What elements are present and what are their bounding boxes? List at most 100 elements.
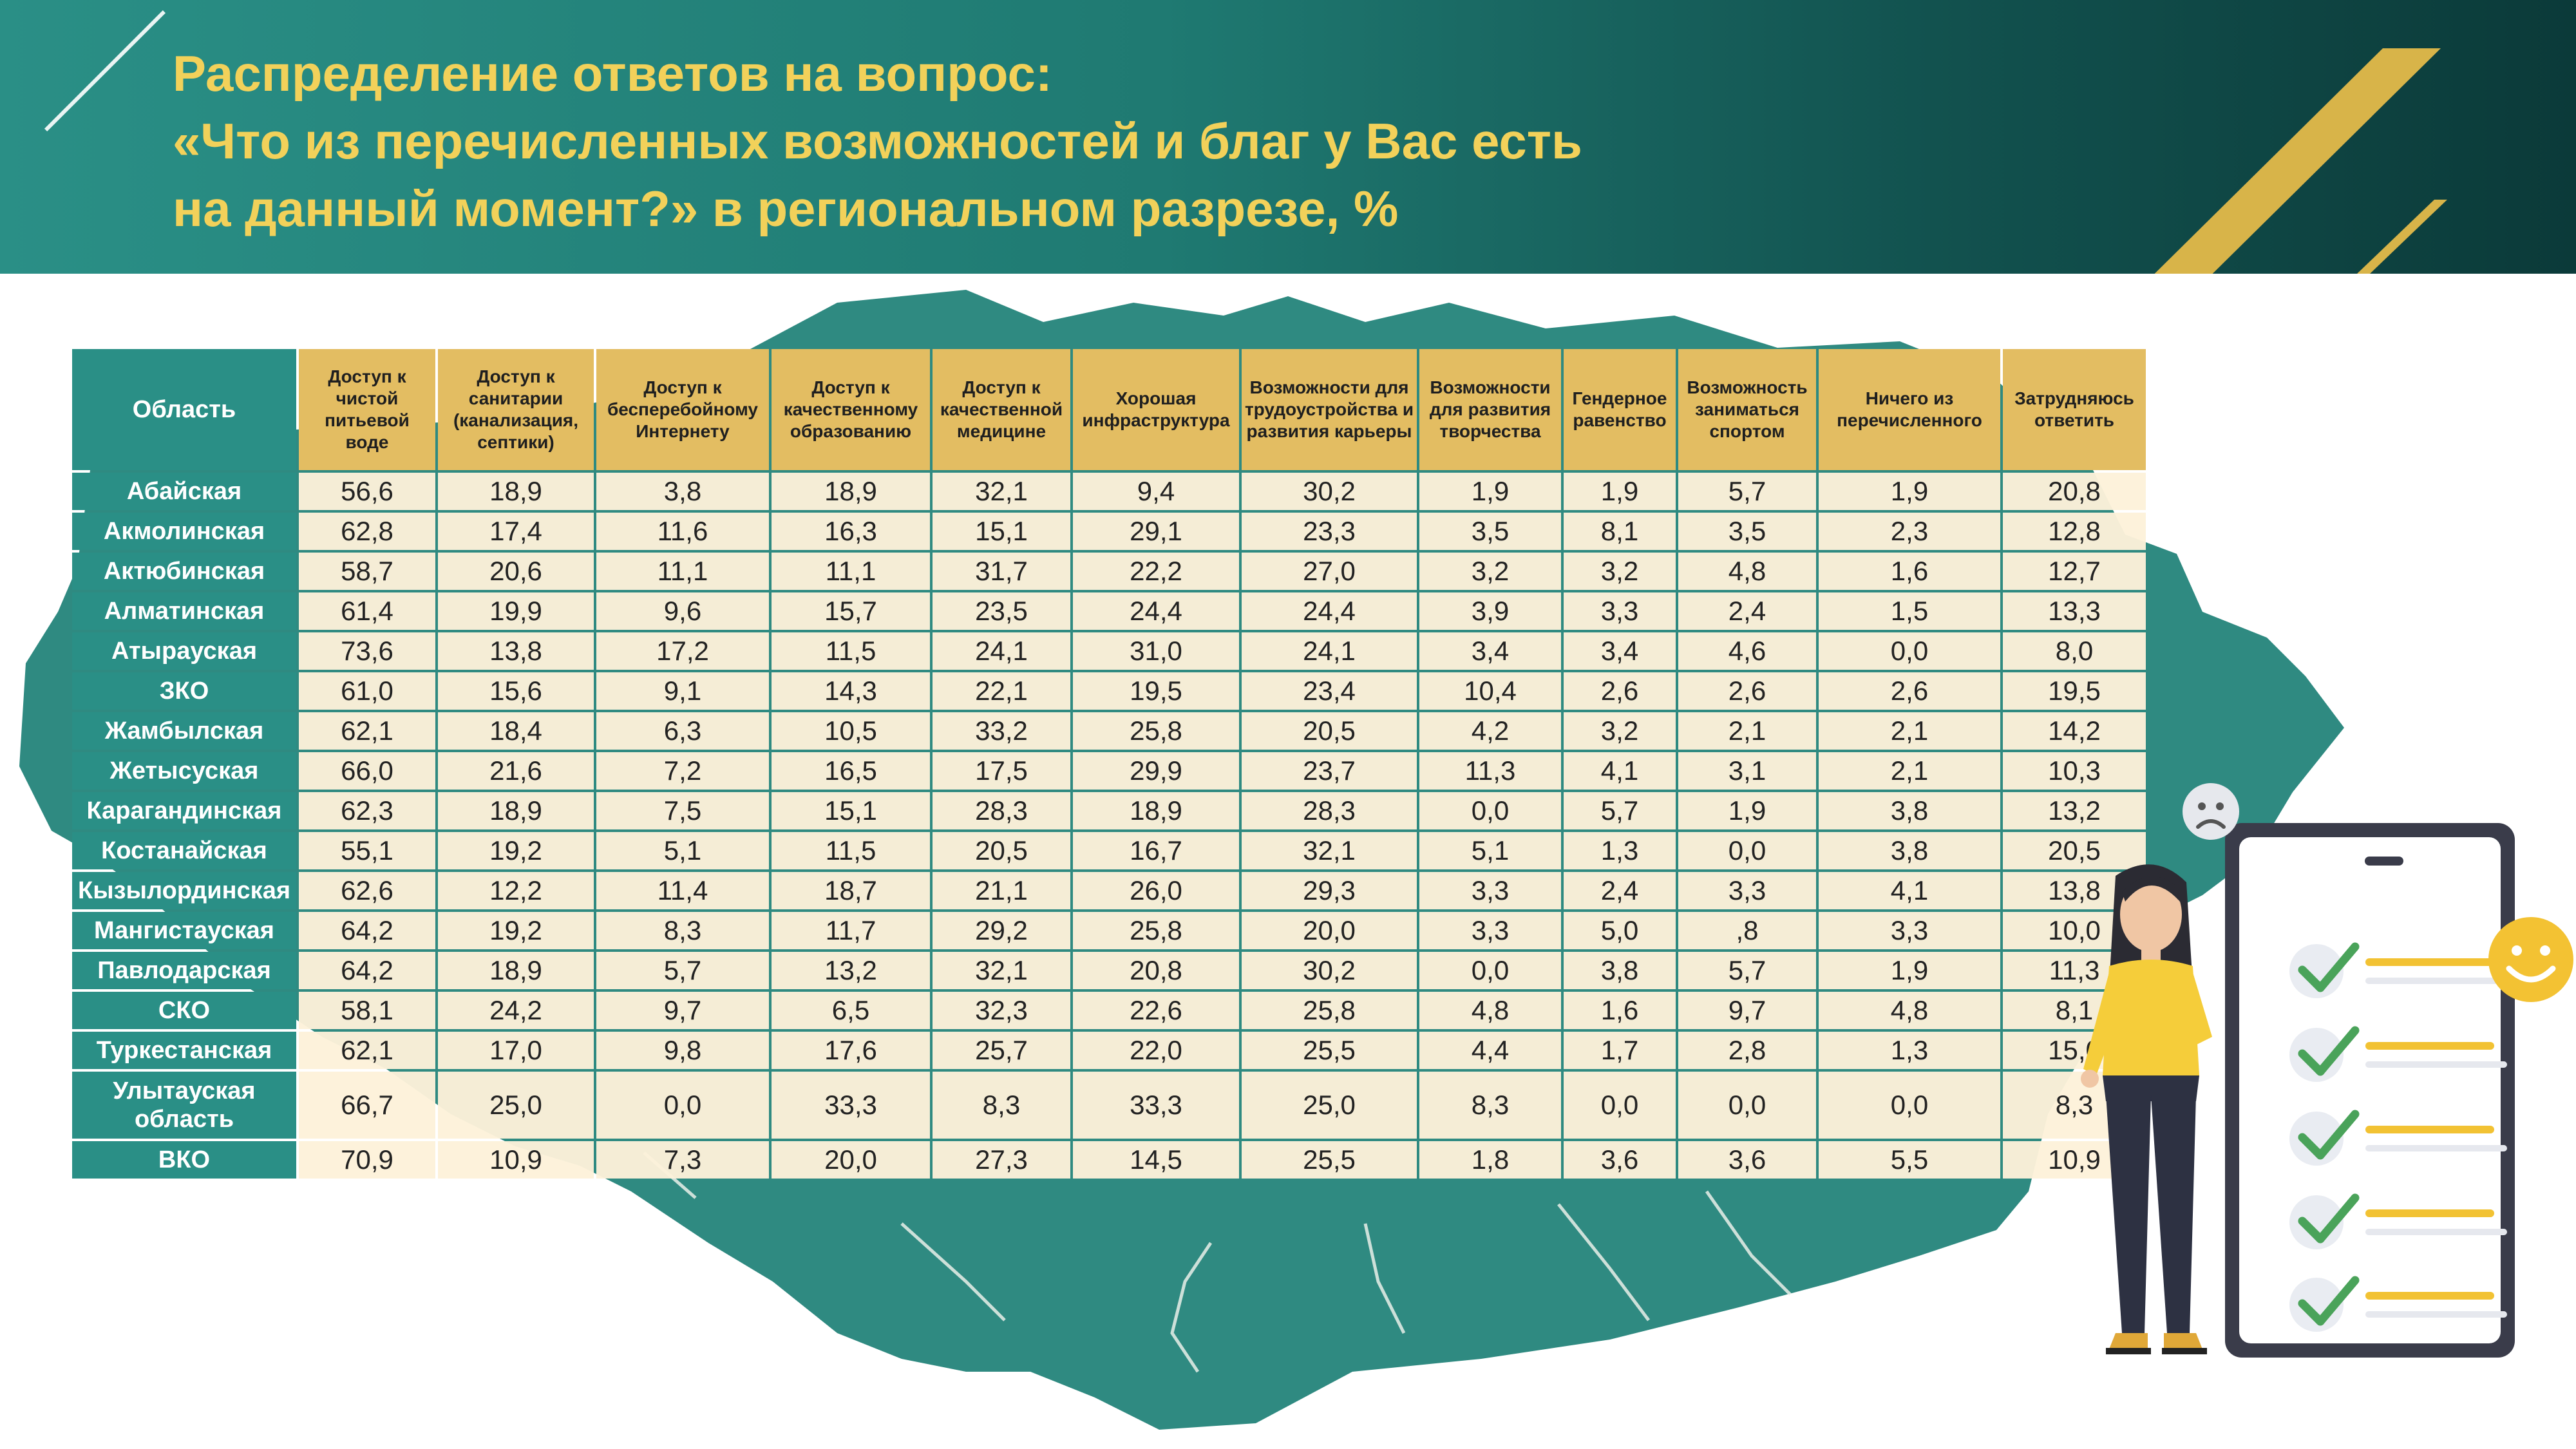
table-cell: 23,3 (1242, 513, 1417, 550)
table-cell: 24,4 (1242, 592, 1417, 630)
table-cell: 14,3 (772, 672, 930, 710)
table-cell: 2,6 (1678, 672, 1816, 710)
table-cell: 32,1 (1242, 832, 1417, 869)
region-name: Акмолинская (72, 513, 296, 550)
table-cell: 12,8 (2003, 513, 2146, 550)
check-icon (2298, 1026, 2360, 1076)
column-header: Возможности для развития творчества (1419, 349, 1561, 470)
table-cell: 4,8 (1819, 992, 2000, 1029)
column-header: Возможность заниматься спортом (1678, 349, 1816, 470)
table-cell: 62,1 (299, 712, 435, 750)
table-cell: 0,0 (1819, 632, 2000, 670)
table-cell: 17,5 (933, 752, 1070, 790)
region-name: Жамбылская (72, 712, 296, 750)
table-cell: 15,7 (772, 592, 930, 630)
table-cell: 11,5 (772, 632, 930, 670)
region-name: Абайская (72, 473, 296, 510)
title-line-2: «Что из перечисленных возможностей и бла… (173, 113, 1582, 169)
table-cell: 0,0 (1819, 1072, 2000, 1139)
table-cell: 61,0 (299, 672, 435, 710)
table-cell: 16,3 (772, 513, 930, 550)
table-cell: 66,7 (299, 1072, 435, 1139)
table-cell: 13,2 (772, 952, 930, 989)
table-cell: 10,5 (772, 712, 930, 750)
table-cell: 6,3 (596, 712, 769, 750)
table-cell: 0,0 (1419, 792, 1561, 829)
table-cell: 3,8 (1564, 952, 1676, 989)
region-name: Туркестанская (72, 1032, 296, 1069)
table-cell: 3,3 (1819, 912, 2000, 949)
gold-stripes (2154, 48, 2447, 274)
table-cell: 29,3 (1242, 872, 1417, 909)
table-row: Атырауская 73,6 13,8 17,2 11,5 24,1 31,0 24,1 3,… (72, 632, 2146, 670)
table-cell: 20,5 (2003, 832, 2146, 869)
table-cell: 3,2 (1564, 553, 1676, 590)
table-cell: 9,4 (1073, 473, 1239, 510)
column-header: Затрудняюсь ответить (2003, 349, 2146, 470)
table-cell: 0,0 (596, 1072, 769, 1139)
table-cell: 11,6 (596, 513, 769, 550)
phone-screen (2239, 837, 2507, 1343)
table-cell: 23,7 (1242, 752, 1417, 790)
region-name: Костанайская (72, 832, 296, 869)
table-cell: 18,9 (1073, 792, 1239, 829)
table-cell: 32,1 (933, 473, 1070, 510)
title-line-3: на данный момент?» в региональном разрез… (173, 180, 1399, 237)
table-cell: 20,6 (438, 553, 594, 590)
table-cell: 62,8 (299, 513, 435, 550)
table-cell: 16,7 (1073, 832, 1239, 869)
table-cell: 15,1 (772, 792, 930, 829)
table-cell: 18,9 (438, 473, 594, 510)
table-row: Актюбинская 58,7 20,6 11,1 11,1 31,7 22,2 27,0 3… (72, 553, 2146, 590)
table-cell: 19,2 (438, 912, 594, 949)
table-cell: 18,4 (438, 712, 594, 750)
table-cell: 18,9 (772, 473, 930, 510)
table-cell: 8,3 (933, 1072, 1070, 1139)
table-cell: 25,5 (1242, 1032, 1417, 1069)
table-cell: 61,4 (299, 592, 435, 630)
table-cell: 3,6 (1678, 1141, 1816, 1179)
table-cell: 11,7 (772, 912, 930, 949)
table-cell: 33,3 (1073, 1072, 1239, 1139)
table-cell: 11,1 (772, 553, 930, 590)
table-cell: 22,6 (1073, 992, 1239, 1029)
table-cell: 5,7 (1678, 473, 1816, 510)
table-cell: 30,2 (1242, 952, 1417, 989)
table-cell: 3,2 (1564, 712, 1676, 750)
table-cell: 1,9 (1819, 473, 2000, 510)
table-cell: 11,1 (596, 553, 769, 590)
table-row: Абайская 56,6 18,9 3,8 18,9 32,1 9,4 30,2 1,9 1,9… (72, 473, 2146, 510)
table-cell: 4,8 (1678, 553, 1816, 590)
table-cell: 22,1 (933, 672, 1070, 710)
table-cell: 13,2 (2003, 792, 2146, 829)
table-cell: 14,2 (2003, 712, 2146, 750)
table-cell: 25,7 (933, 1032, 1070, 1069)
table-cell: 64,2 (299, 952, 435, 989)
table-cell: 62,1 (299, 1032, 435, 1069)
table-cell: 20,5 (1242, 712, 1417, 750)
table-cell: 4,1 (1819, 872, 2000, 909)
table-cell: 1,9 (1419, 473, 1561, 510)
table-cell: 32,3 (933, 992, 1070, 1029)
table-cell: 23,5 (933, 592, 1070, 630)
table-cell: 4,6 (1678, 632, 1816, 670)
table-cell: 20,0 (772, 1141, 930, 1179)
title-line-1: Распределение ответов на вопрос: (173, 45, 1052, 102)
table-cell: 25,0 (438, 1072, 594, 1139)
table-cell: 28,3 (933, 792, 1070, 829)
table-cell: 20,8 (2003, 473, 2146, 510)
table-cell: 1,5 (1819, 592, 2000, 630)
table-cell: 28,3 (1242, 792, 1417, 829)
column-header: Доступ к бесперебойному Интернету (596, 349, 769, 470)
table-cell: 29,1 (1073, 513, 1239, 550)
column-header: Доступ к качественному образованию (772, 349, 930, 470)
table-cell: 0,0 (1564, 1072, 1676, 1139)
table-cell: 9,7 (596, 992, 769, 1029)
table-cell: 3,5 (1419, 513, 1561, 550)
table-cell: 9,7 (1678, 992, 1816, 1029)
column-header: Доступ к качественной медицине (933, 349, 1070, 470)
table-cell: 3,6 (1564, 1141, 1676, 1179)
table-cell: 8,1 (1564, 513, 1676, 550)
table-cell: 33,3 (772, 1072, 930, 1139)
column-header: Доступ к санитарии (канализация, септики… (438, 349, 594, 470)
